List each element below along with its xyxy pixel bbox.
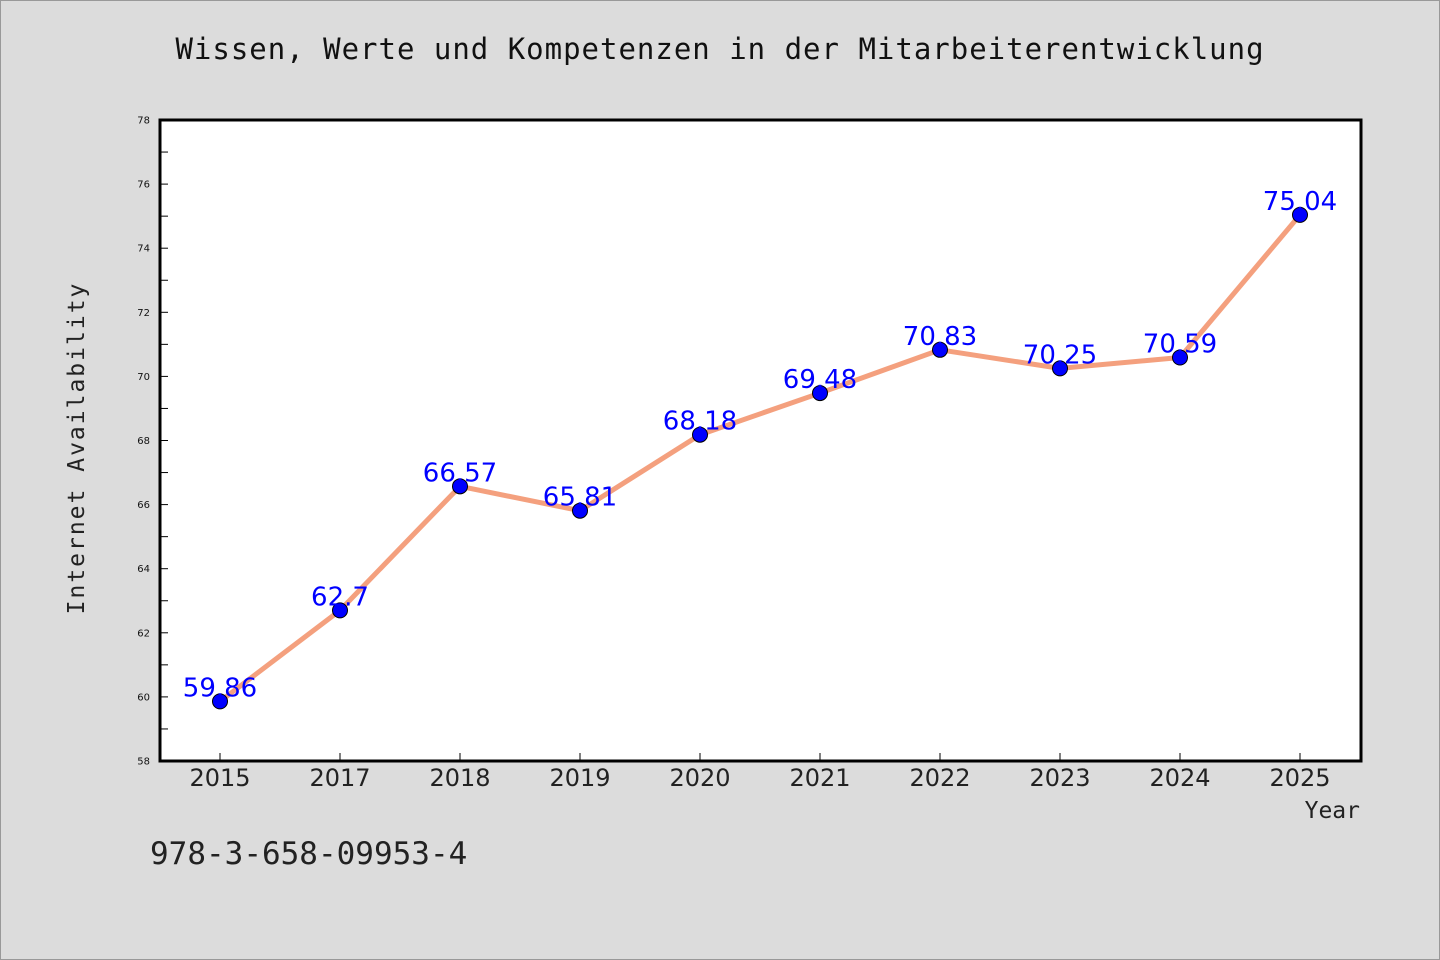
y-tick-label: 66 <box>137 500 150 511</box>
data-label: 66.57 <box>423 458 497 488</box>
footer-code: 978-3-658-09953-4 <box>150 836 468 872</box>
data-point <box>1052 360 1068 377</box>
data-point <box>1172 349 1188 366</box>
x-tick-label: 2019 <box>549 764 610 792</box>
data-label: 62.7 <box>311 582 369 612</box>
x-axis-label: Year <box>1304 798 1360 824</box>
data-label: 70.59 <box>1143 329 1217 359</box>
data-point <box>332 602 348 619</box>
data-point <box>452 478 468 495</box>
x-tick-label: 2024 <box>1149 764 1210 792</box>
data-point <box>692 426 708 443</box>
y-tick-label: 68 <box>137 436 150 447</box>
data-point <box>932 341 948 358</box>
x-tick-label: 2015 <box>189 764 250 792</box>
data-label: 70.25 <box>1023 340 1097 370</box>
data-point <box>212 693 228 710</box>
x-tick-label: 2025 <box>1269 764 1330 792</box>
y-tick-label: 64 <box>137 564 150 575</box>
y-tick-label: 74 <box>137 244 150 255</box>
data-point <box>572 502 588 519</box>
y-tick-label: 78 <box>137 116 150 127</box>
y-tick-label: 62 <box>137 628 150 639</box>
data-label: 75.04 <box>1263 187 1337 217</box>
x-tick-label: 2018 <box>429 764 490 792</box>
data-point <box>812 385 828 402</box>
data-label: 59.86 <box>183 673 257 703</box>
x-tick-label: 2020 <box>669 764 730 792</box>
data-label: 70.83 <box>903 322 977 352</box>
data-label: 68.18 <box>663 407 737 437</box>
data-point <box>1292 206 1308 223</box>
data-label: 65.81 <box>543 483 617 513</box>
chart-title: Wissen, Werte und Kompetenzen in der Mit… <box>175 32 1265 66</box>
x-tick-label: 2022 <box>909 764 970 792</box>
x-tick-label: 2023 <box>1029 764 1090 792</box>
plot-frame <box>158 118 1363 763</box>
x-tick-label: 2021 <box>789 764 850 792</box>
y-tick-label: 58 <box>137 757 150 768</box>
y-tick-label: 70 <box>137 372 150 383</box>
y-tick-label: 76 <box>137 180 150 191</box>
plot-background <box>160 120 1361 761</box>
x-tick-label: 2017 <box>309 764 370 792</box>
series-line <box>217 212 1303 704</box>
y-tick-label: 72 <box>137 308 150 319</box>
y-tick-label: 60 <box>137 692 150 703</box>
data-label: 69.48 <box>783 365 857 395</box>
